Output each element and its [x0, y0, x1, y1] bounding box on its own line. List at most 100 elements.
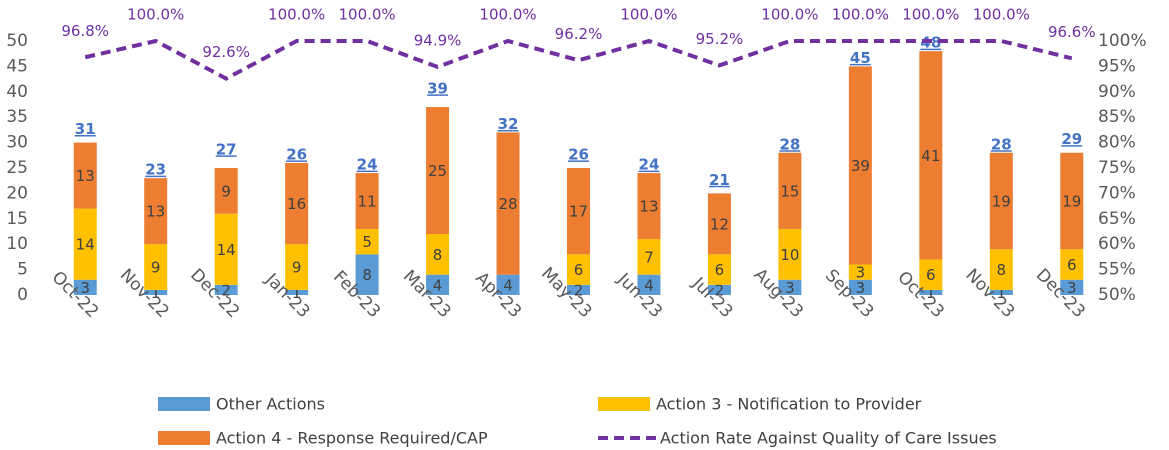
bar-segment [214, 284, 238, 295]
rate-label: 100.0% [479, 6, 536, 24]
y2-tick-label: 100% [1098, 31, 1147, 51]
rate-label: 100.0% [832, 6, 889, 24]
data-label: 3 [856, 264, 866, 282]
legend-swatch [158, 397, 210, 411]
bar-segment [919, 51, 943, 260]
total-label: 27 [216, 140, 237, 158]
y-tick-label: 10 [6, 234, 28, 254]
y-tick-label: 30 [6, 133, 28, 153]
bar-segment [144, 178, 168, 245]
bar-segment [426, 234, 450, 275]
rate-label: 96.6% [1048, 23, 1096, 41]
rate-label: 92.6% [202, 43, 250, 61]
bar-segment [778, 152, 802, 229]
data-label: 8 [433, 246, 443, 264]
data-label: 7 [644, 248, 654, 266]
data-label: 15 [780, 182, 799, 200]
total-label: 26 [286, 145, 307, 163]
bar-segment [285, 289, 309, 295]
bar-segment [426, 274, 450, 295]
data-label: 25 [428, 162, 447, 180]
data-label: 9 [151, 259, 161, 277]
y2-tick-label: 70% [1098, 183, 1136, 203]
total-label: 32 [498, 115, 519, 133]
total-label: 29 [1061, 130, 1082, 148]
data-label: 10 [780, 246, 799, 264]
bar-segment [637, 173, 661, 240]
bar-segment [285, 162, 309, 245]
bar-segment [73, 208, 97, 280]
data-label: 1 [292, 284, 302, 302]
rate-label: 100.0% [338, 6, 395, 24]
data-label: 13 [639, 198, 658, 216]
bar-segment [355, 254, 379, 295]
total-label: 31 [75, 120, 96, 138]
data-label: 41 [921, 147, 940, 165]
data-label: 2 [574, 281, 584, 299]
bar-segment [355, 173, 379, 229]
data-label: 39 [851, 157, 870, 175]
rate-label: 96.2% [555, 25, 603, 43]
bar-segment [848, 279, 872, 295]
data-label: 2 [221, 281, 231, 299]
data-label: 28 [498, 195, 517, 213]
legend-label: Action 4 - Response Required/CAP [216, 429, 488, 448]
y2-tick-label: 65% [1098, 209, 1136, 229]
bar-segment [707, 284, 731, 295]
total-label: 24 [639, 156, 660, 174]
data-label: 3 [80, 279, 90, 297]
data-label: 6 [715, 261, 725, 279]
data-label: 4 [433, 276, 443, 294]
bar-segment [285, 244, 309, 290]
bar-segment [73, 142, 97, 209]
line [84, 38, 1073, 81]
bar-segment [989, 249, 1013, 290]
data-label: 9 [221, 182, 231, 200]
rate-label: 100.0% [620, 6, 677, 24]
data-label: 13 [146, 203, 165, 221]
data-label: 8 [362, 266, 372, 284]
data-label: 9 [292, 259, 302, 277]
y2-tick-label: 85% [1098, 107, 1136, 127]
total-label: 23 [145, 161, 166, 179]
rate-label: 100.0% [127, 6, 184, 24]
bar-segment [355, 228, 379, 255]
data-label: 13 [76, 167, 95, 185]
y-tick-label: 0 [17, 285, 28, 305]
y2-tick-label: 50% [1098, 285, 1136, 305]
y-tick-label: 35 [6, 107, 28, 127]
rate-label: 100.0% [902, 6, 959, 24]
bar-segment [426, 107, 450, 235]
bar-segment [989, 152, 1013, 250]
total-label: 39 [427, 79, 448, 97]
bar-segment [848, 264, 872, 280]
y-tick-label: 20 [6, 183, 28, 203]
total-label: 45 [850, 49, 871, 67]
bar-segment [144, 244, 168, 290]
data-label: 14 [76, 236, 95, 254]
bar-segment [496, 274, 520, 295]
total-label: 28 [779, 135, 800, 153]
data-label: 4 [644, 276, 654, 294]
total-label: 26 [568, 145, 589, 163]
data-label: 1 [151, 284, 161, 302]
bar-segment [919, 289, 943, 295]
data-label: 6 [926, 266, 936, 284]
total-label: 21 [709, 171, 730, 189]
rate-label: 100.0% [761, 6, 818, 24]
data-label: 1 [926, 284, 936, 302]
bar-segment [919, 259, 943, 290]
y2-tick-label: 90% [1098, 82, 1136, 102]
bar-segment [989, 289, 1013, 295]
data-label: 2 [715, 281, 725, 299]
legend-swatch [598, 397, 650, 411]
total-label: 24 [357, 156, 378, 174]
data-label: 5 [362, 233, 372, 251]
data-label: 19 [992, 193, 1011, 211]
bar-segment [707, 254, 731, 285]
data-label: 8 [997, 261, 1007, 279]
y2-tick-label: 95% [1098, 56, 1136, 76]
data-label: 4 [503, 276, 513, 294]
bar-segment [214, 168, 238, 214]
